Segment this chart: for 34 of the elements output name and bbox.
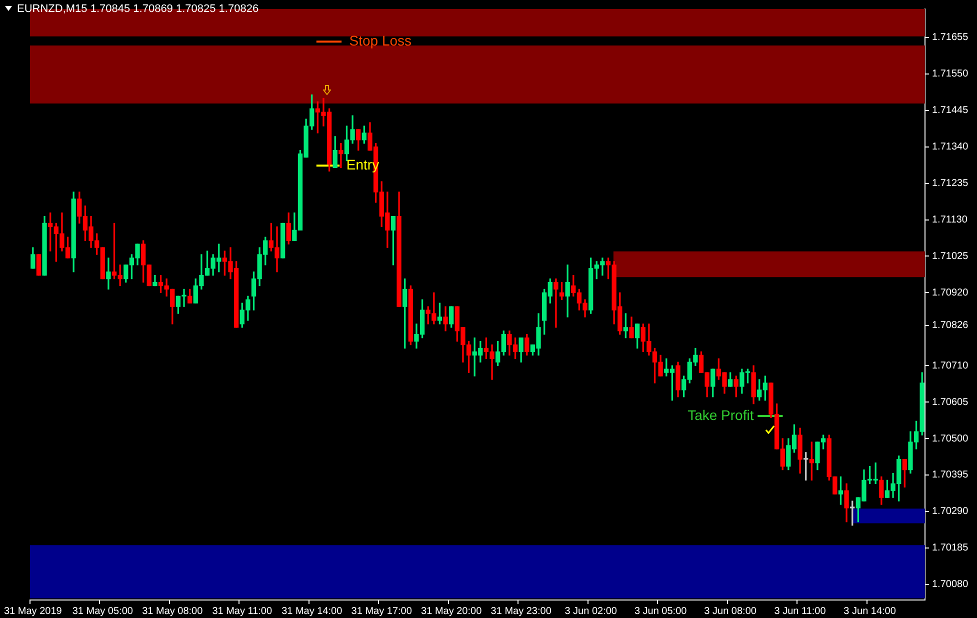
y-tick-label: 1.71025 bbox=[932, 250, 969, 262]
y-tick-label: 1.71655 bbox=[932, 32, 969, 44]
y-tick-label: 1.70920 bbox=[932, 287, 969, 298]
x-tick-label: 3 Jun 02:00 bbox=[564, 606, 618, 617]
y-tick-label: 1.71550 bbox=[932, 68, 969, 80]
x-tick-label: 3 Jun 14:00 bbox=[844, 606, 896, 617]
x-tick-label: 3 Jun 11:00 bbox=[774, 606, 826, 617]
x-tick-label: 31 May 14:00 bbox=[282, 606, 343, 617]
y-tick-label: 1.71445 bbox=[932, 105, 969, 116]
y-tick-label: 1.70185 bbox=[932, 542, 969, 554]
y-tick-label: 1.70605 bbox=[932, 396, 969, 408]
x-tick-label: 31 May 08:00 bbox=[142, 606, 204, 617]
x-tick-label: 31 May 17:00 bbox=[351, 606, 412, 617]
y-tick-label: 1.70290 bbox=[932, 506, 969, 518]
x-tick-label: 31 May 2019 bbox=[4, 606, 62, 617]
ref-line-label: Take Profit bbox=[688, 406, 754, 423]
y-tick-label: 1.71340 bbox=[932, 142, 969, 153]
x-tick-label: 31 May 05:00 bbox=[72, 606, 134, 617]
ref-line-label: Stop Loss bbox=[349, 32, 412, 48]
y-tick-label: 1.70826 bbox=[932, 320, 969, 332]
x-tick-label: 3 Jun 05:00 bbox=[634, 606, 688, 617]
y-tick-label: 1.70395 bbox=[932, 470, 969, 481]
y-tick-label: 1.70500 bbox=[932, 433, 969, 444]
y-tick-label: 1.71235 bbox=[932, 178, 969, 190]
x-tick-label: 31 May 11:00 bbox=[212, 606, 272, 617]
y-tick-label: 1.70080 bbox=[932, 579, 969, 590]
x-tick-label: 31 May 23:00 bbox=[490, 606, 552, 617]
x-tick-label: 31 May 20:00 bbox=[421, 606, 482, 617]
candlestick bbox=[280, 222, 286, 258]
candlestick bbox=[36, 254, 42, 276]
y-tick-label: 1.71130 bbox=[932, 214, 968, 226]
y-tick-label: 1.70710 bbox=[932, 360, 969, 372]
chart-title: EURNZD,M15 1.70845 1.70869 1.70825 1.70826 bbox=[17, 3, 259, 15]
x-tick-label: 3 Jun 08:00 bbox=[704, 606, 757, 617]
